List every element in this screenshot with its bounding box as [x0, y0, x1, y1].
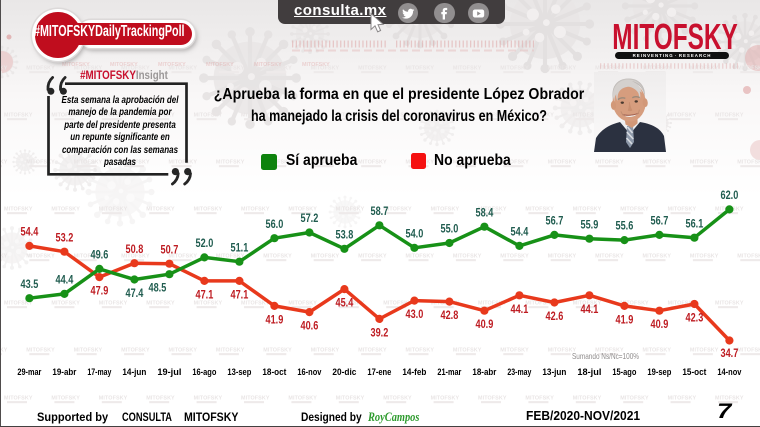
svg-text:47.9: 47.9 [91, 284, 109, 298]
svg-text:58.7: 58.7 [371, 204, 389, 218]
svg-text:54.4: 54.4 [21, 225, 39, 239]
svg-text:52.0: 52.0 [196, 236, 214, 250]
svg-text:48.5: 48.5 [149, 281, 167, 295]
svg-text:19-sep: 19-sep [647, 367, 671, 377]
svg-text:14-feb: 14-feb [402, 367, 426, 377]
svg-text:47.4: 47.4 [126, 286, 144, 300]
svg-text:44.1: 44.1 [511, 302, 529, 316]
svg-text:56.7: 56.7 [546, 214, 564, 228]
svg-text:43.5: 43.5 [21, 277, 39, 291]
svg-text:55.9: 55.9 [581, 217, 599, 231]
svg-text:56.1: 56.1 [686, 216, 704, 230]
svg-text:34.7: 34.7 [721, 346, 739, 360]
svg-text:50.7: 50.7 [161, 242, 179, 256]
svg-text:42.3: 42.3 [686, 311, 704, 325]
svg-text:47.1: 47.1 [231, 287, 249, 301]
svg-text:Sumando Ns/Nc=100%: Sumando Ns/Nc=100% [572, 351, 639, 361]
svg-text:MITOFSKY: MITOFSKY [254, 62, 282, 68]
svg-text:55.0: 55.0 [441, 222, 459, 236]
svg-text:55.6: 55.6 [616, 219, 634, 233]
svg-text:MITOFSKY: MITOFSKY [302, 62, 330, 68]
svg-text:56.0: 56.0 [266, 217, 284, 231]
svg-text:43.0: 43.0 [406, 307, 424, 321]
svg-text:13-sep: 13-sep [227, 367, 251, 377]
svg-text:29-mar: 29-mar [17, 367, 41, 377]
svg-text:49.6: 49.6 [91, 248, 109, 262]
svg-text:19-jul: 19-jul [157, 367, 181, 377]
svg-text:18-abr: 18-abr [472, 367, 496, 377]
svg-text:53.2: 53.2 [56, 230, 74, 244]
svg-text:MITOFSKY: MITOFSKY [206, 62, 234, 68]
svg-text:18-oct: 18-oct [262, 367, 286, 377]
svg-text:54.0: 54.0 [406, 226, 424, 240]
svg-text:50.8: 50.8 [126, 242, 144, 256]
svg-text:14-nov: 14-nov [717, 367, 741, 377]
svg-text:54.4: 54.4 [511, 225, 529, 239]
svg-text:MITOFSKY: MITOFSKY [110, 62, 138, 68]
svg-text:45.4: 45.4 [336, 296, 354, 310]
svg-text:39.2: 39.2 [371, 325, 389, 339]
svg-text:44.4: 44.4 [56, 273, 74, 287]
svg-text:17-ene: 17-ene [367, 367, 391, 377]
svg-text:62.0: 62.0 [721, 188, 739, 202]
svg-text:41.9: 41.9 [616, 312, 634, 326]
svg-text:40.9: 40.9 [651, 317, 669, 331]
svg-text:MITOFSKY: MITOFSKY [158, 62, 186, 68]
svg-text:56.7: 56.7 [651, 214, 669, 228]
svg-text:23-may: 23-may [507, 367, 531, 377]
svg-text:44.1: 44.1 [581, 302, 599, 316]
svg-text:20-dic: 20-dic [332, 367, 356, 377]
svg-text:57.2: 57.2 [301, 211, 319, 225]
svg-text:18-jul: 18-jul [577, 367, 601, 377]
svg-text:16-nov: 16-nov [297, 367, 321, 377]
svg-text:MITOFSKY: MITOFSKY [62, 62, 90, 68]
svg-text:13-jun: 13-jun [542, 367, 566, 377]
svg-text:53.8: 53.8 [336, 227, 354, 241]
svg-text:17-may: 17-may [87, 367, 111, 377]
svg-text:47.1: 47.1 [196, 287, 214, 301]
svg-text:15-ago: 15-ago [612, 367, 636, 377]
svg-text:58.4: 58.4 [476, 205, 494, 219]
svg-text:14-jun: 14-jun [122, 367, 146, 377]
svg-text:51.1: 51.1 [231, 240, 249, 254]
svg-text:19-abr: 19-abr [52, 367, 76, 377]
svg-text:15-oct: 15-oct [682, 367, 706, 377]
svg-text:40.6: 40.6 [301, 319, 319, 333]
svg-text:21-mar: 21-mar [437, 367, 461, 377]
svg-text:40.9: 40.9 [476, 317, 494, 331]
svg-text:41.9: 41.9 [266, 312, 284, 326]
svg-text:16-ago: 16-ago [192, 367, 216, 377]
svg-text:42.6: 42.6 [546, 309, 564, 323]
svg-text:42.8: 42.8 [441, 308, 459, 322]
